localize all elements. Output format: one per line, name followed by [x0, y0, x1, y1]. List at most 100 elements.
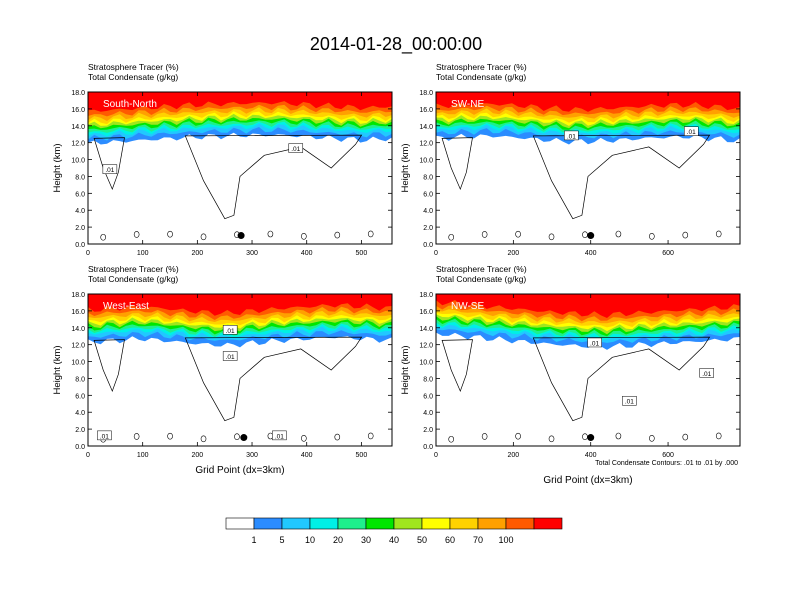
location-marker — [240, 434, 248, 442]
tracer-speckle — [614, 294, 621, 303]
low-cloud-contour — [448, 435, 455, 443]
low-cloud-contour — [267, 230, 274, 238]
tracer-speckle — [383, 294, 390, 297]
y-tick-label: 18.0 — [419, 90, 433, 97]
x-tick-label: 400 — [301, 452, 313, 459]
low-cloud-contour — [481, 231, 488, 238]
x-tick-label: 400 — [585, 452, 597, 459]
condensate-contour — [532, 336, 711, 422]
tracer-speckle — [649, 294, 656, 303]
y-tick-label: 2.0 — [75, 225, 85, 232]
low-cloud-contour — [615, 432, 622, 440]
tracer-speckle — [313, 294, 319, 297]
tracer-speckle — [555, 92, 562, 101]
tracer-speckle — [254, 92, 261, 95]
low-cloud-contour — [100, 233, 106, 241]
contour-label-box — [587, 337, 602, 348]
y-tick-label: 0.0 — [75, 444, 85, 451]
x-tick-label: 200 — [192, 250, 204, 257]
low-cloud-contour — [301, 435, 307, 442]
tracer-speckle — [485, 92, 492, 101]
tracer-speckle — [324, 294, 331, 303]
tracer-speckle — [625, 294, 632, 297]
tracer-speckle — [336, 92, 343, 100]
tracer-speckle — [602, 294, 609, 297]
tracer-speckle — [520, 92, 527, 101]
x-tick-label: 0 — [86, 452, 90, 459]
panel-subtitle-tracer: Stratosphere Tracer (%) — [436, 62, 527, 72]
condensate-contour — [532, 134, 711, 220]
low-cloud-contour — [200, 435, 207, 443]
condensate-contour — [93, 137, 125, 191]
low-cloud-contour — [582, 231, 588, 238]
tracer-speckle — [544, 294, 551, 302]
panel-subtitle-tracer: Stratosphere Tracer (%) — [436, 264, 527, 274]
tracer-speckle — [509, 92, 515, 95]
tracer-speckle — [473, 294, 480, 302]
tracer-speckle — [509, 294, 515, 302]
panel-south-north: Stratosphere Tracer (%)Total Condensate … — [52, 62, 393, 257]
tracer-speckle — [696, 92, 703, 100]
tracer-speckle — [719, 294, 726, 303]
contour-label: .01 — [226, 328, 235, 335]
panel-subtitle-condensate: Total Condensate (g/kg) — [436, 72, 526, 82]
colorbar-label: 50 — [417, 535, 427, 545]
tracer-speckle — [590, 294, 597, 297]
tracer-speckle — [473, 92, 480, 95]
tracer-field — [436, 294, 740, 443]
y-tick-label: 8.0 — [75, 376, 85, 383]
location-marker — [237, 232, 245, 240]
tracer-speckle — [450, 92, 457, 101]
y-tick-label: 4.0 — [423, 410, 433, 417]
x-tick-label: 500 — [356, 250, 368, 257]
low-cloud-contour — [548, 233, 555, 241]
tracer-field — [436, 92, 740, 241]
tracer-speckle — [196, 92, 203, 101]
low-cloud-contour — [334, 231, 341, 239]
y-tick-label: 16.0 — [419, 107, 433, 114]
tracer-speckle — [266, 92, 273, 100]
tracer-speckle — [102, 92, 109, 95]
tracer-speckle — [438, 294, 445, 302]
low-cloud-contour — [515, 230, 521, 238]
panel-label: SW-NE — [451, 99, 484, 110]
y-tick-label: 6.0 — [75, 393, 85, 400]
contour-label: .01 — [291, 146, 300, 153]
tracer-field — [88, 294, 392, 443]
contour-label: .01 — [105, 167, 114, 174]
colorbar-swatch — [505, 517, 535, 530]
tracer-speckle — [684, 92, 691, 95]
tracer-speckle — [485, 294, 492, 297]
tracer-speckle — [219, 92, 226, 95]
low-cloud-contour — [133, 433, 140, 440]
low-cloud-contour — [649, 435, 655, 442]
y-tick-label: 4.0 — [75, 208, 85, 215]
y-tick-label: 0.0 — [423, 444, 433, 451]
panel-frame — [87, 91, 393, 245]
low-cloud-contour — [715, 432, 722, 440]
tracer-speckle — [125, 92, 132, 101]
low-cloud-contour — [649, 233, 655, 240]
location-marker — [587, 434, 595, 442]
tracer-speckle — [614, 92, 621, 95]
tracer-speckle — [313, 92, 319, 95]
y-tick-label: 2.0 — [423, 427, 433, 434]
tracer-speckle — [219, 294, 226, 303]
contour-label-box — [97, 430, 112, 441]
low-cloud-contour — [133, 231, 140, 238]
x-tick-label: 400 — [585, 250, 597, 257]
low-cloud-contour — [682, 433, 689, 441]
tracer-speckle — [567, 92, 574, 95]
condensate-contour — [184, 134, 363, 220]
tracer-speckle — [102, 294, 109, 297]
location-marker — [587, 232, 595, 240]
tracer-speckle — [114, 294, 121, 302]
contour-label: .01 — [100, 433, 109, 440]
panel-subtitle-condensate: Total Condensate (g/kg) — [88, 274, 178, 284]
tracer-speckle — [661, 294, 667, 297]
tracer-speckle — [301, 294, 308, 297]
contour-label: .01 — [590, 340, 599, 347]
y-tick-label: 12.0 — [419, 141, 433, 148]
panel-label: NW-SE — [451, 301, 484, 312]
low-cloud-contour — [167, 432, 173, 440]
